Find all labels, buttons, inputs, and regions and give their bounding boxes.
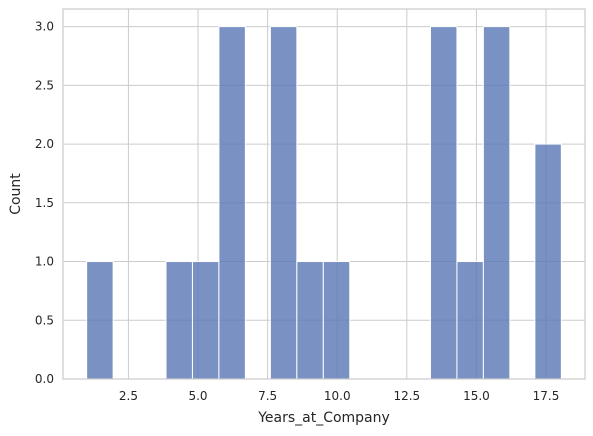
y-tick-labels: 0.0 0.5 1.0 1.5 2.0 2.5 3.0 xyxy=(35,20,54,386)
x-tick-label: 7.5 xyxy=(258,389,277,403)
histogram-bar xyxy=(322,261,351,380)
histogram-bar xyxy=(165,261,193,380)
x-tick-label: 12.5 xyxy=(393,389,420,403)
x-tick-label: 17.5 xyxy=(533,389,560,403)
y-tick-label: 3.0 xyxy=(35,20,54,34)
x-tick-label: 5.0 xyxy=(188,389,207,403)
histogram-bar xyxy=(296,261,324,380)
histogram-bar xyxy=(456,261,484,380)
y-tick-label: 2.0 xyxy=(35,137,54,151)
y-tick-label: 2.5 xyxy=(35,78,54,92)
histogram-bar xyxy=(86,261,114,380)
histogram-bar xyxy=(269,26,298,380)
x-tick-label: 10.0 xyxy=(324,389,351,403)
y-tick-label: 0.0 xyxy=(35,372,54,386)
histogram-bar xyxy=(534,143,562,380)
x-tick-label: 15.0 xyxy=(463,389,490,403)
x-tick-labels: 2.5 5.0 7.5 10.0 12.5 15.0 17.5 xyxy=(119,389,560,403)
histogram-bar xyxy=(191,261,220,380)
histogram-bar xyxy=(429,26,458,380)
histogram-bar xyxy=(482,26,511,380)
y-tick-label: 1.0 xyxy=(35,255,54,269)
histogram-bar xyxy=(218,26,246,380)
y-tick-label: 1.5 xyxy=(35,196,54,210)
x-tick-label: 2.5 xyxy=(119,389,138,403)
y-tick-label: 0.5 xyxy=(35,313,54,327)
x-axis-label: Years_at_Company xyxy=(257,410,390,426)
histogram-bars xyxy=(86,26,562,380)
y-axis-label: Count xyxy=(8,173,24,215)
plot-frame xyxy=(62,8,586,380)
